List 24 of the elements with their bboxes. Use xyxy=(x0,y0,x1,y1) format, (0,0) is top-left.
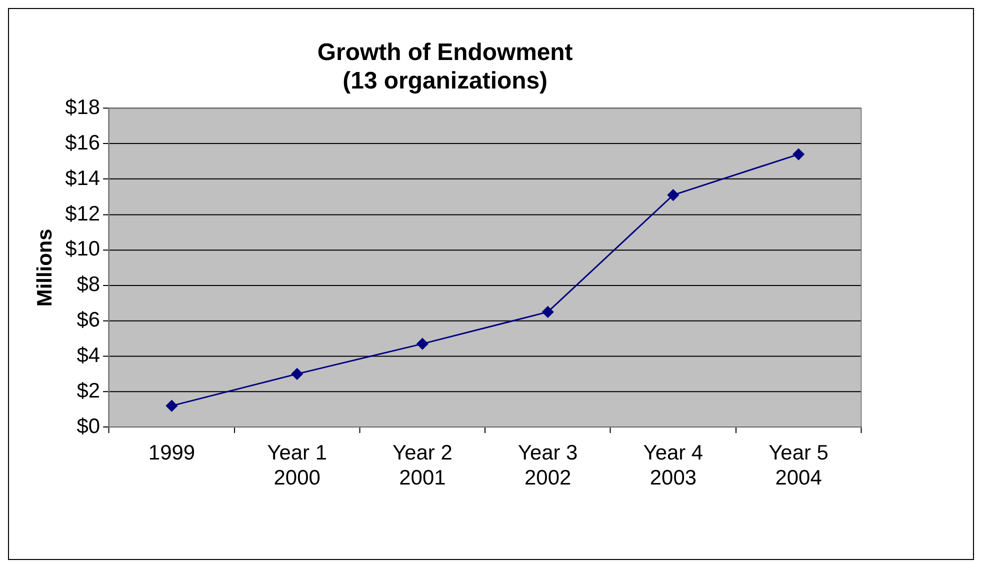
x-tick-label: Year 2 2001 xyxy=(392,441,452,490)
y-tick-label: $12 xyxy=(65,202,100,226)
y-tick-label: $18 xyxy=(65,96,100,120)
x-tick-label: Year 5 2004 xyxy=(768,441,828,490)
chart-title: Growth of Endowment (13 organizations) xyxy=(317,38,573,95)
x-tick-label: 1999 xyxy=(148,441,196,464)
point xyxy=(291,368,303,380)
y-tick-label: $10 xyxy=(65,238,100,261)
y-tick-label: $0 xyxy=(76,414,100,438)
point xyxy=(542,306,554,318)
y-axis-title: Millions xyxy=(33,228,56,307)
y-tick-label: $8 xyxy=(76,273,100,296)
x-tick-label: Year 4 2003 xyxy=(643,441,704,490)
point xyxy=(166,400,178,412)
x-tick-label: Year 1 2000 xyxy=(267,441,327,490)
y-tick-label: $14 xyxy=(65,166,100,190)
x-tick-label: Year 3 2002 xyxy=(518,441,578,490)
point xyxy=(667,189,679,201)
y-tick-label: $6 xyxy=(76,308,100,332)
y-tick-label: $16 xyxy=(65,131,100,154)
point xyxy=(416,338,428,350)
y-tick-label: $2 xyxy=(76,379,100,402)
point xyxy=(792,148,804,160)
y-tick-label: $4 xyxy=(76,344,100,367)
